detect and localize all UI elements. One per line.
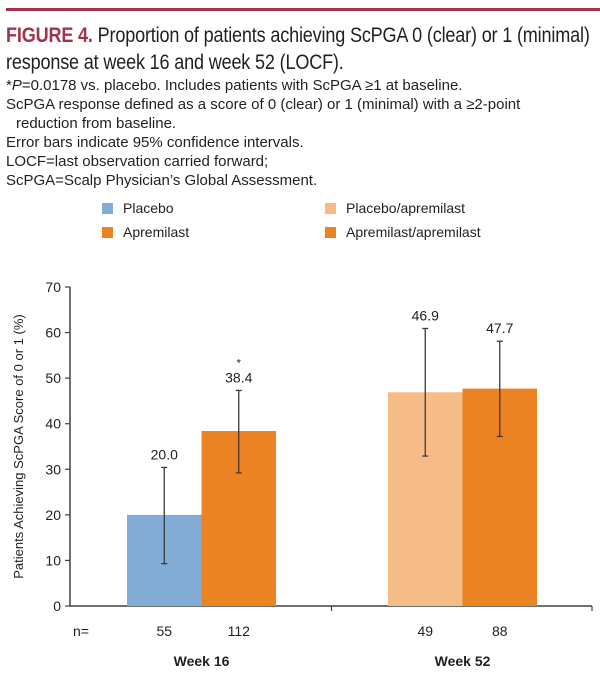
legend-swatch-2 [102,227,113,238]
figure-title: FIGURE 4. Proportion of patients achievi… [6,22,591,76]
n-value: 112 [228,623,251,639]
y-tick-label: 60 [45,325,61,341]
note-locf: LOCF=last observation carried forward; [6,153,269,170]
note-pvalue: *P=0.0178 vs. placebo. Includes patients… [6,76,596,95]
significance-asterisk: * [237,357,242,369]
note-pvalue-text: =0.0178 vs. placebo. Includes patients w… [21,77,463,94]
data-label: 46.9 [412,307,439,323]
note-asterisk: * [6,77,12,94]
legend-label-3: Placebo/apremilast [346,200,465,216]
data-label: 20.0 [151,446,178,462]
y-axis-label: Patients Achieving ScPGA Score of 0 or 1… [11,314,26,578]
legend-label-1: Placebo [123,200,174,216]
note-definition-cont: reduction from baseline. [16,115,177,132]
n-value: 88 [492,623,508,639]
n-value: 55 [156,623,172,639]
y-tick-label: 10 [45,552,61,568]
note-definition: ScPGA response defined as a score of 0 (… [6,96,521,113]
note-scpga: ScPGA=Scalp Physician’s Global Assessmen… [6,172,318,189]
group-label-week-52: Week 52 [435,653,491,669]
data-label: 38.4 [225,369,252,385]
legend-swatch-1 [102,203,113,214]
figure-title-text: Proportion of patients achieving ScPGA 0… [6,24,590,74]
y-tick-label: 30 [45,461,61,477]
y-tick-label: 50 [45,370,61,386]
legend-label-4: Apremilast/apremilast [346,224,481,240]
y-tick-label: 20 [45,507,61,523]
legend-swatch-4 [325,227,336,238]
note-p-italic: P [11,77,22,94]
n-label: n= [73,623,89,639]
n-value: 49 [417,623,433,639]
group-label-week-16: Week 16 [174,653,230,669]
data-label: 47.7 [486,320,513,336]
legend-swatch-3 [325,203,336,214]
y-tick-label: 40 [45,416,61,432]
y-tick-label: 0 [53,598,61,614]
y-tick-label: 70 [45,279,61,295]
figure-label: FIGURE 4. [6,24,93,47]
figure-caption: FIGURE 4. Proportion of patients achievi… [6,22,596,190]
legend-label-2: Apremilast [123,224,189,240]
top-rule [6,8,600,11]
note-error-bars: Error bars indicate 95% confidence inter… [6,134,304,151]
